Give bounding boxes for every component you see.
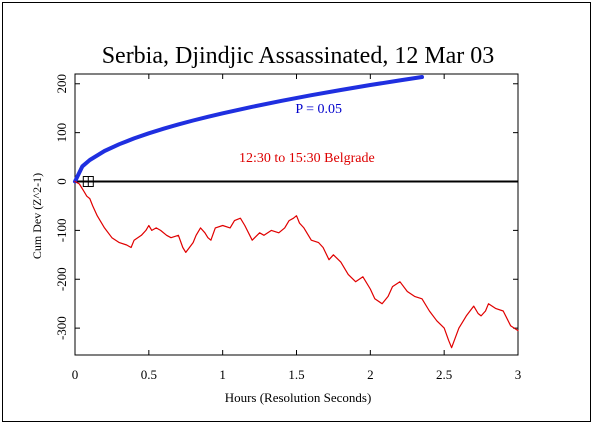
x-tick-label: 0: [72, 367, 79, 382]
y-tick-label: 0: [54, 178, 69, 185]
x-tick-label: 1.5: [288, 367, 304, 382]
annotation-p-value: P = 0.05: [295, 102, 342, 117]
y-axis-label: Cum Dev (Z^2-1): [30, 173, 44, 259]
x-tick-label: 3: [515, 367, 522, 382]
y-tick-label: -100: [54, 218, 69, 242]
chart-title: Serbia, Djindjic Assassinated, 12 Mar 03: [102, 43, 495, 69]
y-tick-label: 200: [54, 74, 69, 94]
x-axis-label: Hours (Resolution Seconds): [225, 390, 372, 405]
significance-envelope-line: [73, 75, 424, 184]
cumulative-deviation-line: [74, 180, 519, 349]
y-tick-label: 100: [54, 123, 69, 143]
x-tick-label: 0.5: [141, 367, 157, 382]
x-tick-label: 2: [367, 367, 374, 382]
y-tick-label: -300: [54, 316, 69, 340]
y-tick-label: -200: [54, 267, 69, 291]
x-tick-label: 2.5: [436, 367, 452, 382]
x-tick-label: 1: [219, 367, 226, 382]
annotation-time-range: 12:30 to 15:30 Belgrade: [239, 151, 375, 166]
